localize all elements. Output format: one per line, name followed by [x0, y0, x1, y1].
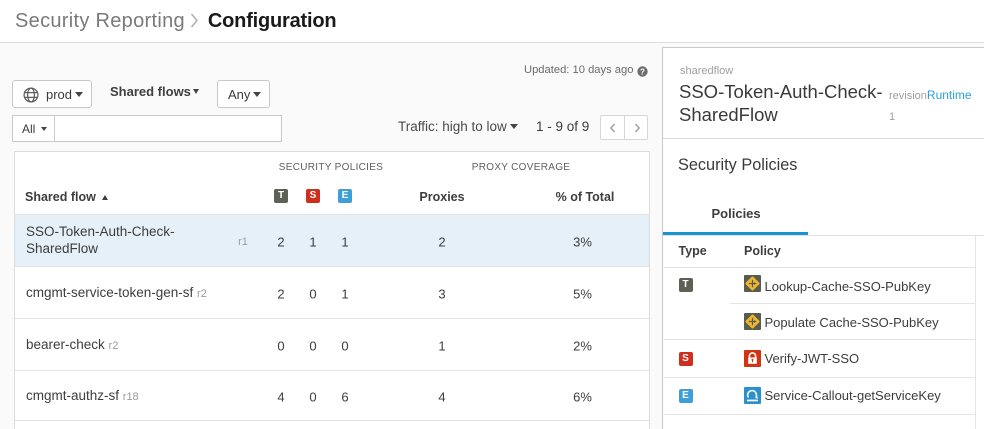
svg-text:?: ?: [640, 67, 645, 76]
